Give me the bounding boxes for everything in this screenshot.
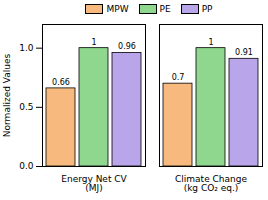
svg-text:0.96: 0.96 — [118, 42, 136, 51]
html-text:PP: PP — [201, 4, 213, 14]
svg-text:1.0: 1.0 — [19, 43, 34, 53]
svg-text:Normalized Values: Normalized Values — [2, 54, 12, 138]
svg-text:Energy Net CV(MJ): Energy Net CV(MJ) — [61, 174, 127, 193]
svg-text:0.7: 0.7 — [172, 73, 185, 82]
html-text:MPW: MPW — [106, 4, 129, 14]
svg-text:1: 1 — [208, 38, 213, 47]
svg-text:0.0: 0.0 — [19, 161, 34, 171]
svg-text:0.5: 0.5 — [19, 102, 33, 112]
html-text:PE: PE — [159, 4, 171, 14]
svg-text:0.66: 0.66 — [52, 78, 70, 87]
svg-text:0.91: 0.91 — [235, 48, 253, 57]
svg-text:1: 1 — [91, 38, 96, 47]
svg-text:Climate Change(kg CO₂ eq.): Climate Change(kg CO₂ eq.) — [175, 174, 247, 193]
